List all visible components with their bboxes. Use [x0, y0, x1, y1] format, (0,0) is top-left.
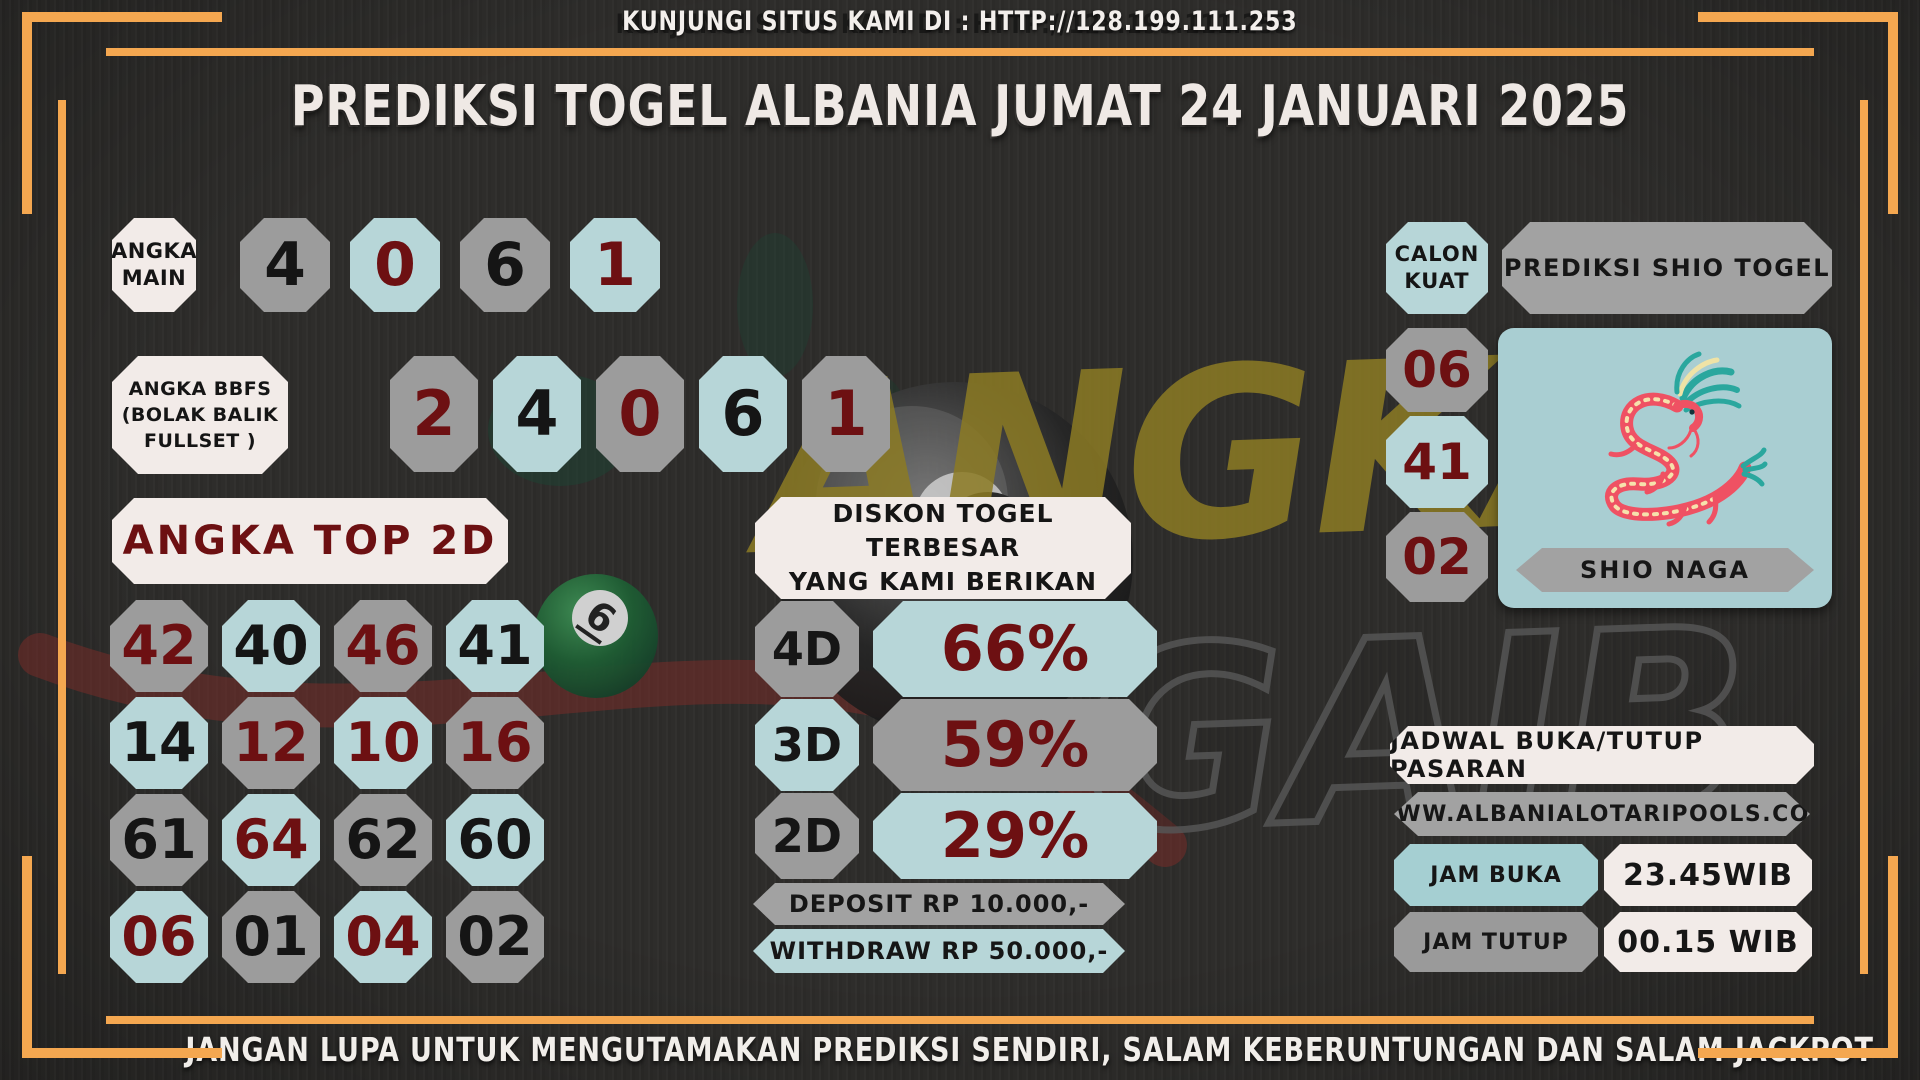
diskon-4d-value: 66%	[873, 601, 1157, 697]
top2d-cell: 42	[110, 600, 208, 692]
header-bar: KUNJUNGI SITUS KAMI DI : HTTP://128.199.…	[0, 6, 1920, 37]
page-title: PREDIKSI TOGEL ALBANIA JUMAT 24 JANUARI …	[290, 74, 1630, 139]
bbfs-digit: 6	[699, 356, 787, 472]
deposit-banner: DEPOSIT RP 10.000,-	[753, 883, 1125, 925]
top2d-cell: 46	[334, 600, 432, 692]
shio-header-banner: PREDIKSI SHIO TOGEL	[1502, 222, 1832, 314]
top2d-cell: 41	[446, 600, 544, 692]
frame-line-top	[106, 48, 1814, 56]
dragon-illustration	[1605, 351, 1768, 527]
bbfs-digit: 2	[390, 356, 478, 472]
top2d-cell: 14	[110, 697, 208, 789]
top2d-cell: 64	[222, 794, 320, 886]
jam-tutup-label: JAM TUTUP	[1394, 912, 1598, 972]
top2d-cell: 16	[446, 697, 544, 789]
corner-bracket-tr	[1888, 12, 1898, 214]
corner-bracket-bl	[22, 856, 32, 1058]
jadwal-title-banner: JADWAL BUKA/TUTUP PASARAN	[1390, 726, 1814, 784]
top2d-cell: 61	[110, 794, 208, 886]
top2d-title-banner: ANGKA TOP 2D	[112, 498, 508, 584]
corner-bracket-tl	[22, 12, 222, 22]
top2d-cell: 40	[222, 600, 320, 692]
corner-bracket-tl	[22, 12, 32, 214]
diskon-banner: DISKON TOGEL TERBESAR YANG KAMI BERIKAN	[755, 497, 1131, 599]
footer-text: JANGAN LUPA UNTUK MENGUTAMAKAN PREDIKSI …	[185, 1030, 1874, 1069]
corner-bracket-br	[1698, 1048, 1898, 1058]
corner-bracket-br	[1888, 856, 1898, 1058]
top2d-cell: 10	[334, 697, 432, 789]
diskon-2d-value: 29%	[873, 793, 1157, 879]
frame-line-bottom	[106, 1016, 1814, 1024]
jam-buka-label: JAM BUKA	[1394, 844, 1598, 906]
foliage-blob	[737, 233, 813, 377]
angka-main-digit: 1	[570, 218, 660, 312]
frame-line-left	[58, 100, 66, 974]
top2d-cell: 02	[446, 891, 544, 983]
top2d-grid: 42 40 46 41 14 12 10 16 61 64 62 60 06 0…	[110, 600, 544, 983]
top2d-cell: 04	[334, 891, 432, 983]
top2d-cell: 62	[334, 794, 432, 886]
diskon-2d-label: 2D	[755, 793, 859, 879]
six-ball: 6	[534, 574, 658, 698]
top2d-cell: 60	[446, 794, 544, 886]
angka-main-digit: 4	[240, 218, 330, 312]
top2d-cell: 01	[222, 891, 320, 983]
diskon-4d-label: 4D	[755, 601, 859, 697]
diskon-3d-label: 3D	[755, 699, 859, 791]
corner-bracket-bl	[22, 1048, 222, 1058]
bbfs-digit: 0	[596, 356, 684, 472]
site-url-text[interactable]: KUNJUNGI SITUS KAMI DI : HTTP://128.199.…	[622, 6, 1298, 37]
angka-main-label: ANGKA MAIN	[112, 218, 196, 312]
diskon-3d-value: 59%	[873, 699, 1157, 791]
calon-kuat-label: CALON KUAT	[1386, 222, 1488, 314]
bbfs-digit: 1	[802, 356, 890, 472]
website-banner[interactable]: WWW.ALBANIALOTARIPOOLS.COM	[1394, 792, 1810, 836]
jam-tutup-value: 00.15 WIB	[1604, 912, 1812, 972]
calon-kuat-number: 41	[1386, 416, 1488, 508]
angka-main-digit: 6	[460, 218, 550, 312]
top2d-cell: 12	[222, 697, 320, 789]
jam-buka-value: 23.45WIB	[1604, 844, 1812, 906]
shio-name-banner: SHIO NAGA	[1516, 548, 1814, 592]
shio-panel: SHIO NAGA	[1498, 328, 1832, 608]
calon-kuat-number: 02	[1386, 512, 1488, 602]
withdraw-banner: WITHDRAW RP 50.000,-	[753, 929, 1125, 973]
bbfs-digit: 4	[493, 356, 581, 472]
angka-main-digit: 0	[350, 218, 440, 312]
corner-bracket-tr	[1698, 12, 1898, 22]
calon-kuat-number: 06	[1386, 328, 1488, 412]
bbfs-label: ANGKA BBFS (BOLAK BALIK FULLSET )	[112, 356, 288, 474]
top2d-cell: 06	[110, 891, 208, 983]
frame-line-right	[1860, 100, 1868, 974]
